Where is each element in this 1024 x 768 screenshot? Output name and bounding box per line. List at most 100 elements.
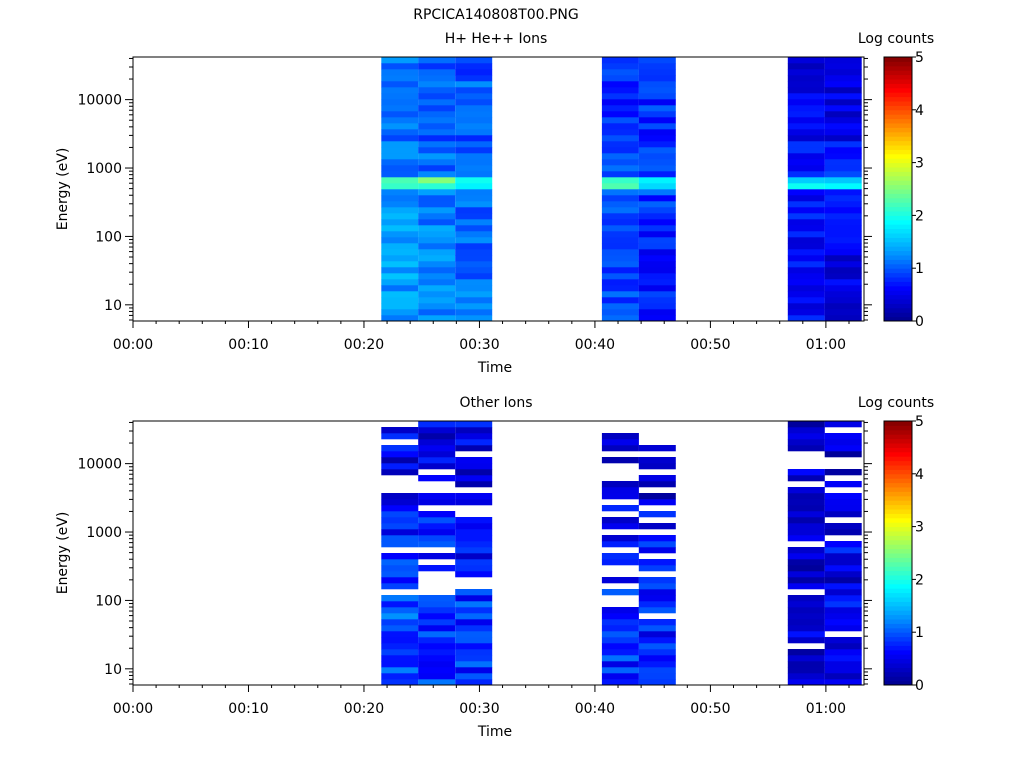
x-axis-ticks: 00:00 00:10 00:20 00:30 00:40 00:50 01:00 — [113, 321, 850, 353]
heatmap-cell — [455, 475, 493, 482]
heatmap-cell — [787, 517, 825, 524]
heatmap-cell — [787, 571, 825, 578]
colorbar-segment — [884, 627, 912, 633]
heatmap-cell — [381, 433, 419, 440]
heatmap-cell — [824, 523, 862, 530]
heatmap-cell — [418, 87, 456, 94]
heatmap-cell — [638, 267, 676, 274]
heatmap-cell — [455, 523, 493, 530]
colorbar-segment — [884, 83, 912, 89]
heatmap-cell — [418, 439, 456, 446]
heatmap-cell — [455, 171, 493, 178]
heatmap-cell — [787, 499, 825, 506]
colorbar-tick-label: 0 — [915, 314, 924, 330]
heatmap-cell — [455, 213, 493, 220]
heatmap-cell — [824, 195, 862, 202]
colorbar-segment — [884, 561, 912, 567]
heatmap-cell — [455, 63, 493, 70]
heatmap-cell — [381, 237, 419, 244]
heatmap-cell — [601, 457, 639, 464]
heatmap-cell — [418, 637, 456, 644]
colorbar-segment — [884, 500, 912, 506]
heatmap-cell — [787, 565, 825, 572]
heatmap-cell — [824, 177, 862, 184]
heatmap-cell — [455, 499, 493, 506]
heatmap-cell — [787, 189, 825, 196]
heatmap-cell — [601, 613, 639, 620]
heatmap-cell — [787, 201, 825, 208]
heatmap-cell — [787, 303, 825, 310]
heatmap-cell — [601, 195, 639, 202]
heatmap-cell — [787, 105, 825, 112]
heatmap-cell — [638, 93, 676, 100]
heatmap-cell — [787, 577, 825, 584]
heatmap-cell — [381, 231, 419, 238]
colorbar-segment — [884, 153, 912, 159]
heatmap-cell — [381, 261, 419, 268]
heatmap-cell — [787, 123, 825, 130]
heatmap-cell — [601, 493, 639, 500]
heatmap-cell — [824, 189, 862, 196]
heatmap-cell — [824, 679, 862, 686]
heatmap-cell — [381, 595, 419, 602]
colorbar-segment — [884, 557, 912, 563]
heatmap-cell — [601, 207, 639, 214]
x-tick-label: 00:20 — [344, 701, 384, 717]
heatmap-cell — [381, 243, 419, 250]
heatmap-cell — [601, 279, 639, 286]
heatmap-cell — [601, 159, 639, 166]
heatmap-cell — [601, 177, 639, 184]
heatmap-cell — [455, 57, 493, 64]
heatmap-cell — [824, 219, 862, 226]
heatmap-cell — [787, 297, 825, 304]
heatmap-cell — [381, 523, 419, 530]
heatmap-cell — [418, 475, 456, 482]
heatmap-cell — [638, 499, 676, 506]
heatmap-cell — [824, 433, 862, 440]
heatmap-cell — [381, 225, 419, 232]
heatmap-cell — [455, 153, 493, 160]
heatmap-cell — [787, 225, 825, 232]
colorbar-segment — [884, 180, 912, 186]
heatmap-cell — [787, 655, 825, 662]
colorbar-segment — [884, 588, 912, 594]
colorbar-segment — [884, 632, 912, 638]
heatmap-cell — [601, 517, 639, 524]
heatmap-cell — [787, 255, 825, 262]
heatmap-cell — [824, 565, 862, 572]
heatmap-cell — [787, 637, 825, 644]
heatmap-cell — [455, 249, 493, 256]
colorbar-segment — [884, 636, 912, 642]
heatmap-cell — [601, 439, 639, 446]
heatmap-cell — [418, 655, 456, 662]
heatmap-cell — [381, 75, 419, 82]
colorbar-segment — [884, 312, 912, 318]
heatmap-cell — [601, 243, 639, 250]
heatmap-cell — [601, 673, 639, 680]
heatmap-cell — [455, 315, 493, 322]
heatmap-cell — [455, 117, 493, 124]
heatmap-cell — [601, 69, 639, 76]
colorbar-tick-label: 1 — [915, 625, 924, 641]
heatmap-cell — [638, 523, 676, 530]
heatmap-cell — [824, 667, 862, 674]
heatmap-cell — [638, 183, 676, 190]
heatmap-cell — [418, 75, 456, 82]
heatmap-cell — [601, 619, 639, 626]
heatmap-cell — [824, 637, 862, 644]
heatmap-cell — [455, 589, 493, 596]
heatmap-cell — [787, 231, 825, 238]
heatmap-cell — [787, 649, 825, 656]
heatmap-cell — [381, 147, 419, 154]
heatmap-cell — [381, 511, 419, 518]
heatmap-cell — [787, 153, 825, 160]
heatmap-cell — [787, 291, 825, 298]
heatmap-cell — [418, 297, 456, 304]
heatmap-cell — [455, 517, 493, 524]
colorbar-segment — [884, 92, 912, 98]
heatmap-cell — [381, 427, 419, 434]
heatmap-cell — [824, 207, 862, 214]
heatmap-cell — [381, 649, 419, 656]
panel-title: Other Ions — [459, 395, 532, 411]
